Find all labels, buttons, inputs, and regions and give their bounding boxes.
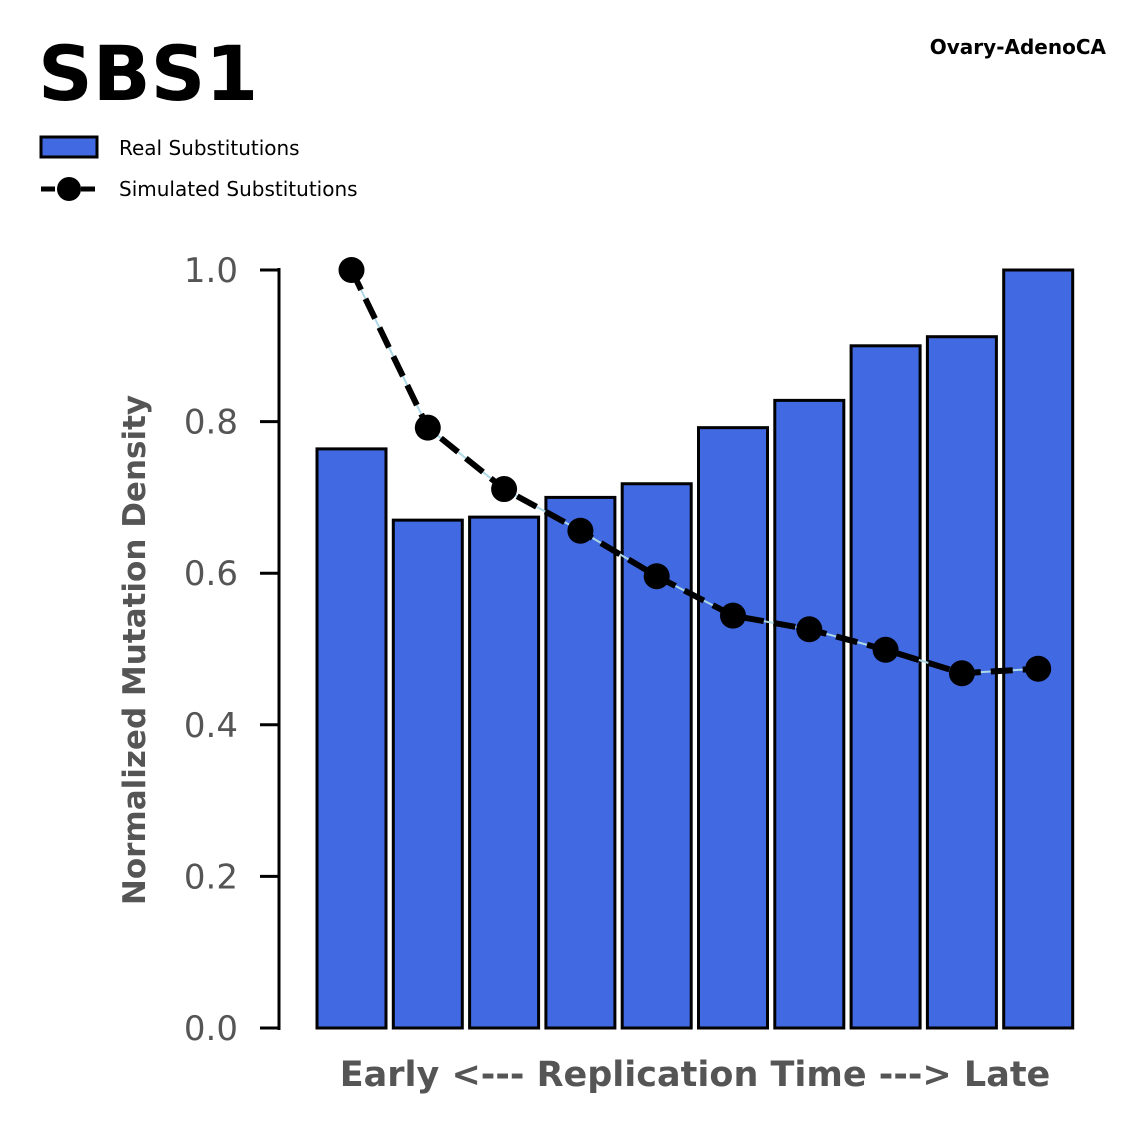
simulated-point — [414, 414, 441, 441]
chart-subtitle: Ovary-AdenoCA — [930, 35, 1107, 59]
simulated-point — [338, 257, 365, 283]
legend-label-real: Real Substitutions — [119, 136, 300, 160]
y-axis: 0.0 0.2 0.4 0.6 0.8 1.0 — [184, 251, 281, 1049]
bar — [849, 344, 922, 1030]
simulated-line — [338, 257, 1052, 687]
simulated-point — [948, 660, 975, 687]
legend-marker — [57, 177, 81, 201]
bar — [315, 447, 388, 1030]
bars — [315, 268, 1075, 1030]
chart-title: SBS1 — [38, 29, 258, 118]
simulated-point — [643, 563, 670, 590]
simulated-point — [872, 636, 899, 663]
legend-label-simulated: Simulated Substitutions — [119, 177, 358, 201]
simulated-line-dashed — [348, 268, 1039, 677]
y-axis-label: Normalized Mutation Density — [117, 395, 153, 905]
x-axis-label: Early <--- Replication Time ---> Late — [340, 1055, 1051, 1095]
bar — [697, 426, 769, 1030]
bar — [1002, 268, 1075, 1030]
simulated-point — [1025, 655, 1052, 682]
y-tick-label: 1.0 — [184, 251, 238, 291]
simulated-point — [491, 476, 518, 503]
bar — [468, 515, 541, 1030]
y-tick-label: 0.0 — [184, 1009, 238, 1049]
simulated-point — [796, 616, 823, 643]
y-tick-label: 0.6 — [184, 554, 238, 594]
bar — [773, 398, 846, 1030]
bar — [391, 518, 464, 1030]
y-tick-label: 0.4 — [184, 706, 238, 746]
bar — [544, 495, 617, 1030]
simulated-point — [720, 602, 746, 629]
y-tick-label: 0.8 — [184, 403, 238, 443]
legend: Real Substitutions Simulated Substitutio… — [39, 135, 358, 201]
simulated-point — [567, 517, 594, 544]
legend-bar-swatch — [39, 135, 99, 159]
y-tick-label: 0.2 — [184, 857, 238, 897]
